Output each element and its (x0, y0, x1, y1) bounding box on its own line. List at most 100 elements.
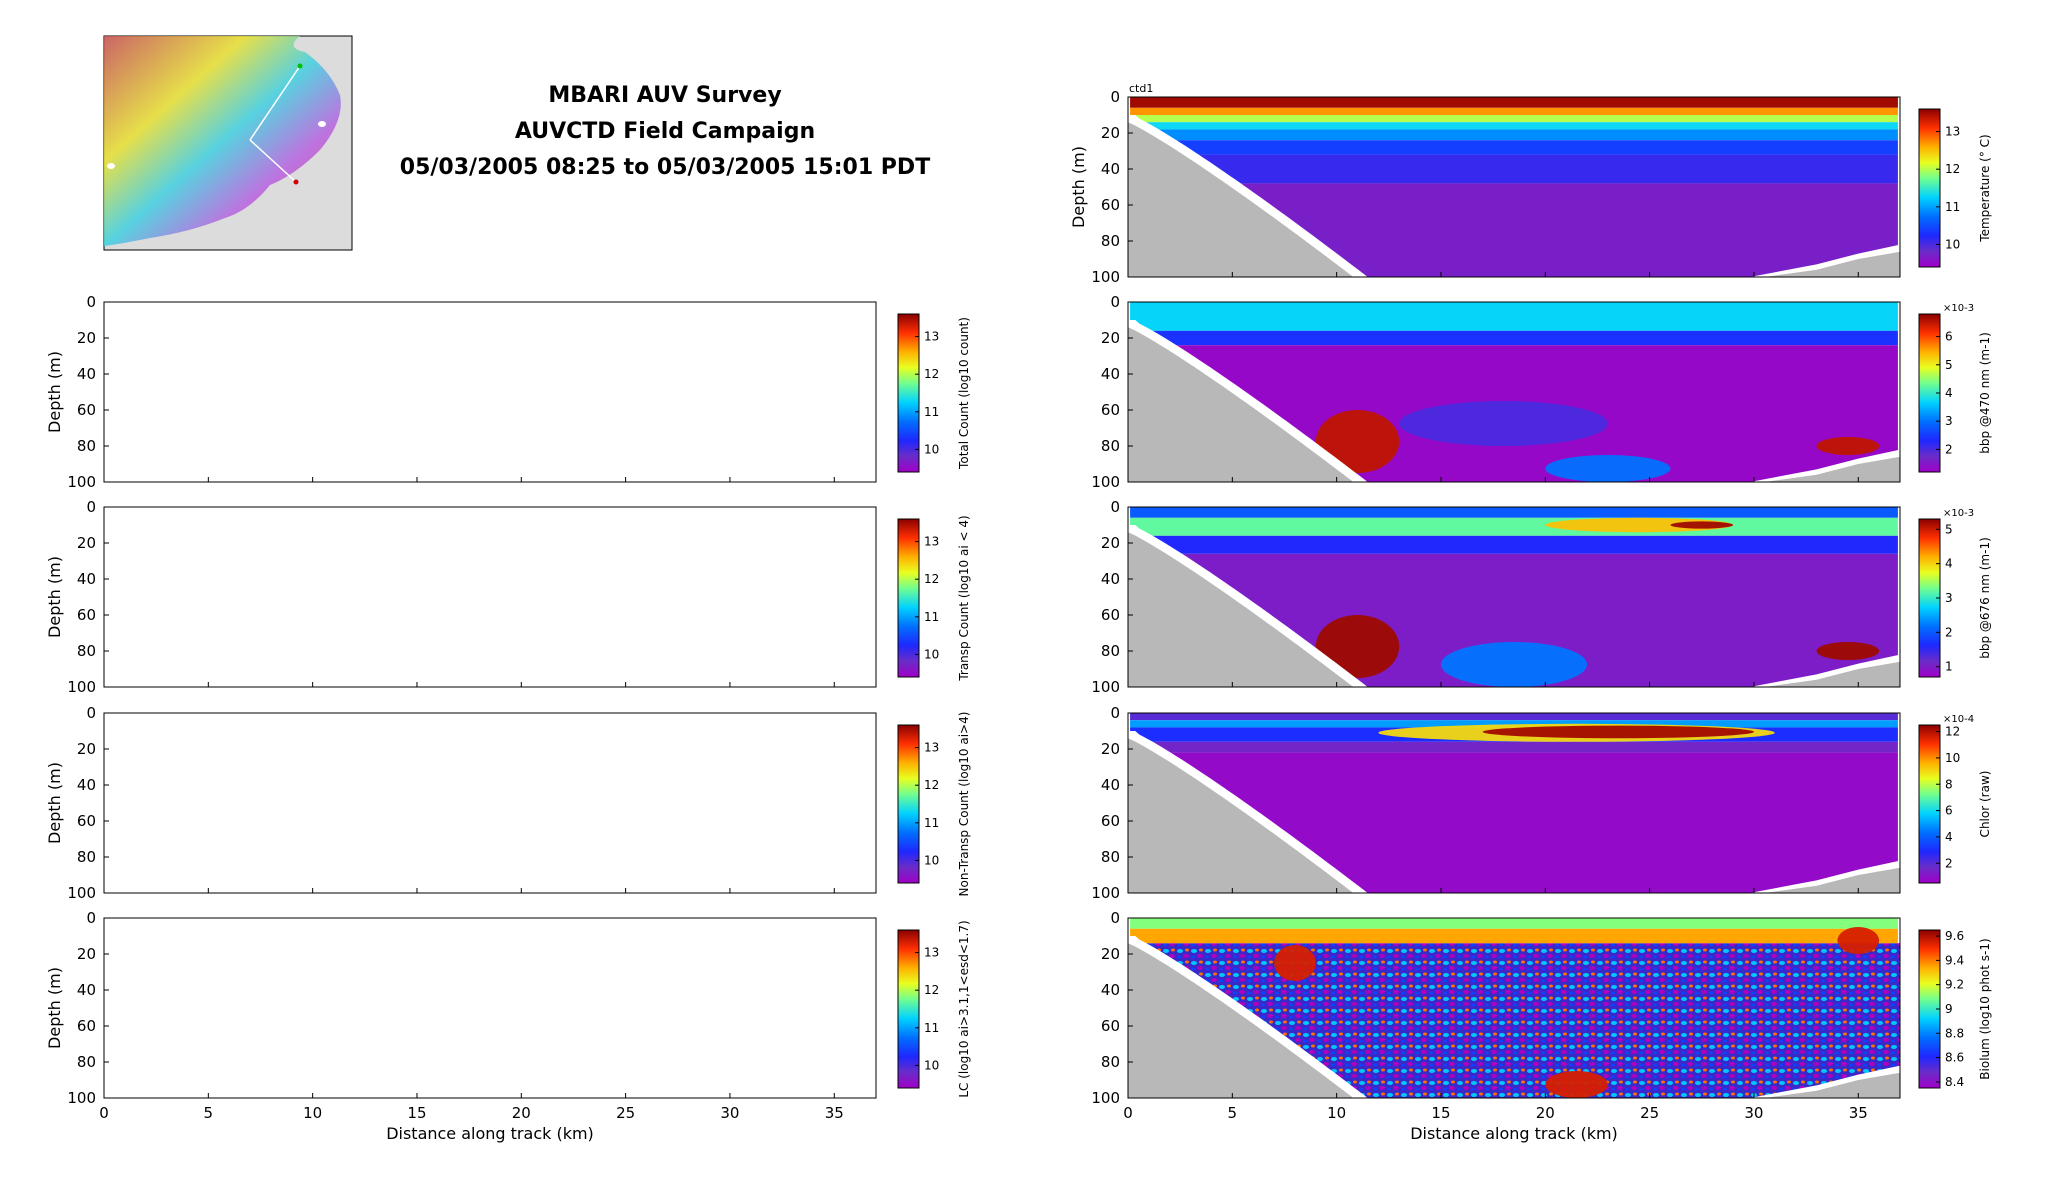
colorbar (897, 518, 920, 678)
colorbar-tick-label: 6 (1945, 804, 1953, 818)
data-patch (1545, 517, 1734, 533)
y-axis-label: Depth (m) (45, 762, 64, 844)
colorbar-tick-label: 11 (1945, 200, 1960, 214)
colorbar-tick-label: 5 (1945, 358, 1953, 372)
axes-frame (103, 917, 877, 1099)
colorbar-label: bbp @676 nm (m-1) (1978, 537, 1992, 659)
axes-frame (103, 712, 877, 894)
y-tick-label: 60 (77, 606, 96, 624)
colorbar-tick-label: 11 (924, 1021, 939, 1035)
y-tick-label: 0 (86, 293, 96, 311)
axes-frame (103, 506, 877, 688)
x-tick-label: 0 (99, 1104, 109, 1122)
colorbar-label: Non-Transp Count (log10 ai>4) (957, 712, 971, 897)
colorbar-tick-label: 2 (1945, 856, 1953, 870)
colorbar-tick-label: 12 (924, 572, 939, 586)
seafloor (1764, 661, 1900, 687)
y-axis-label: Depth (m) (1069, 146, 1088, 228)
track-line-north (249, 65, 301, 141)
y-tick-label: 40 (77, 570, 96, 588)
colorbar-label: Transp Count (log10 ai < 4) (957, 515, 971, 681)
x-tick-label: 5 (1228, 1104, 1238, 1122)
colorbar-scale-note: ×10-3 (1943, 303, 1974, 314)
track-start-marker (297, 63, 303, 69)
y-tick-label: 80 (77, 848, 96, 866)
x-tick-label: 30 (1744, 1104, 1763, 1122)
colorbar-tick-label: 9.4 (1945, 953, 1964, 967)
y-tick-label: 60 (77, 1017, 96, 1035)
data-patch (1315, 410, 1400, 473)
y-tick-label: 60 (1101, 196, 1120, 214)
data-layer (1130, 741, 1898, 753)
y-tick-label: 60 (77, 401, 96, 419)
x-tick-label: 15 (407, 1104, 426, 1122)
data-patch (1816, 642, 1880, 660)
colorbar-tick-label: 5 (1945, 522, 1953, 536)
panel-right-2: 0 20 40 60 80 100 1 2 3 4 5 ×10-3 bbp @676 nm (m-1) (1091, 498, 1992, 696)
y-tick-label: 100 (1091, 884, 1120, 902)
data-patch (1816, 437, 1880, 455)
seafloor (1128, 532, 1354, 687)
data-layer (1130, 97, 1898, 108)
x-tick-label: 35 (1849, 1104, 1868, 1122)
seafloor (1128, 738, 1354, 893)
colorbar-tick-label: 9 (1945, 1002, 1953, 1016)
x-tick-label: 0 (1123, 1104, 1133, 1122)
x-tick-label: 30 (720, 1104, 739, 1122)
colorbar-tick-label: 8.6 (1945, 1051, 1964, 1065)
y-tick-label: 40 (77, 776, 96, 794)
colorbar-tick-label: 4 (1945, 830, 1953, 844)
x-tick-label: 25 (616, 1104, 635, 1122)
axes-frame (1127, 917, 1901, 1099)
y-tick-label: 100 (1091, 473, 1120, 491)
colorbar-tick-label: 3 (1945, 591, 1953, 605)
y-tick-label: 40 (1101, 570, 1120, 588)
colorbar (897, 929, 920, 1089)
colorbar-tick-label: 10 (924, 442, 939, 456)
colorbar-tick-label: 10 (924, 853, 939, 867)
colorbar-tick-label: 8.4 (1945, 1075, 1964, 1089)
map-inset (103, 35, 353, 251)
x-tick-label: 15 (1431, 1104, 1450, 1122)
y-tick-label: 100 (67, 678, 96, 696)
y-tick-label: 60 (1101, 401, 1120, 419)
data-patch (1670, 521, 1734, 529)
x-tick-label: 10 (303, 1104, 322, 1122)
seafloor (1764, 251, 1900, 277)
colorbar-tick-label: 13 (924, 535, 939, 549)
colorbar-tick-label: 12 (924, 983, 939, 997)
track-end-marker (293, 179, 299, 185)
colorbar (897, 313, 920, 473)
y-axis-label: Depth (m) (45, 967, 64, 1049)
seafloor (1128, 943, 1354, 1098)
data-layer (1130, 507, 1898, 518)
colorbar-tick-label: 12 (1945, 725, 1960, 739)
colorbar-label: Temperature (° C) (1978, 134, 1992, 242)
colorbar-tick-label: 13 (924, 741, 939, 755)
data-layer (1130, 713, 1898, 721)
x-tick-label: 20 (512, 1104, 531, 1122)
x-tick-label: 25 (1640, 1104, 1659, 1122)
bathymetry-map-icon (104, 36, 341, 246)
colorbar-tick-label: 10 (924, 1058, 939, 1072)
y-axis-label: Depth (m) (45, 556, 64, 638)
y-tick-label: 20 (77, 329, 96, 347)
y-tick-label: 100 (1091, 1089, 1120, 1107)
colorbar-scale-note: ×10-4 (1943, 714, 1974, 725)
x-tick-label: 10 (1327, 1104, 1346, 1122)
y-tick-label: 20 (1101, 329, 1120, 347)
data-layer (1130, 140, 1898, 155)
axes-frame (103, 301, 877, 483)
plot-area (104, 302, 876, 482)
track-line-south (249, 139, 297, 183)
data-layer (1130, 302, 1898, 331)
y-tick-label: 100 (67, 473, 96, 491)
seafloor (1764, 456, 1900, 482)
mooring-marker (107, 163, 115, 169)
panel-left-2: 0 20 40 60 80 100 Depth (m) 10 11 12 13 Transp Coun… (45, 498, 971, 696)
colorbar (1918, 724, 1941, 884)
y-tick-label: 0 (1110, 704, 1120, 722)
colorbar-label: Biolum (log10 phot s-1) (1978, 938, 1992, 1079)
